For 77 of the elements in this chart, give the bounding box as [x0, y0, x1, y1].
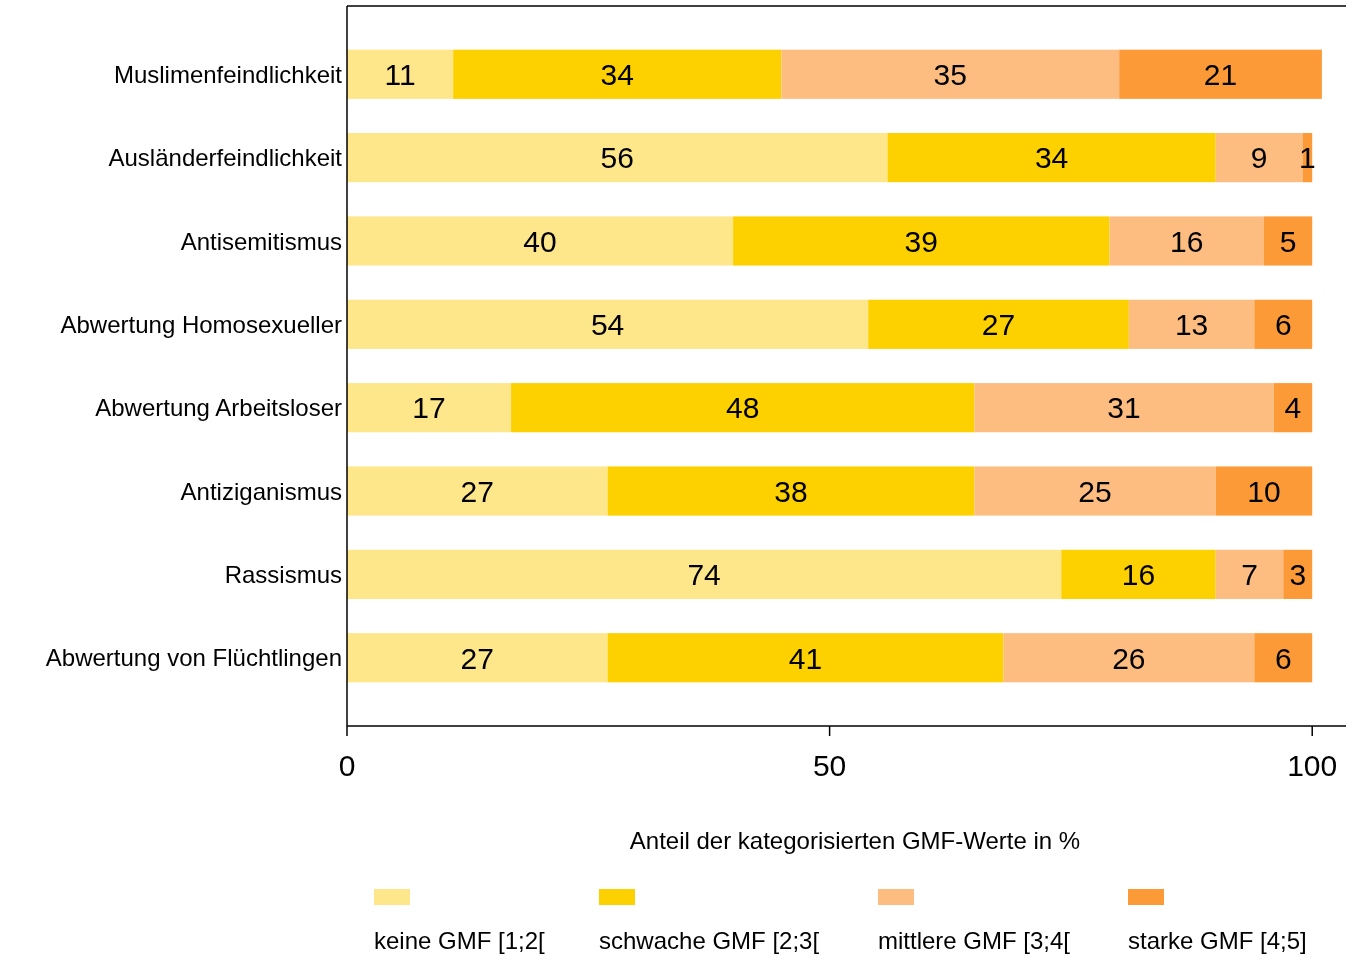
data-label: 34 — [1034, 141, 1069, 175]
data-label: 56 — [600, 141, 634, 175]
data-label: 54 — [590, 308, 625, 342]
data-label: 31 — [1107, 391, 1141, 425]
y-tick-label: Antiziganismus — [180, 477, 342, 505]
data-label: 48 — [726, 391, 760, 425]
bar — [347, 383, 512, 433]
bar — [347, 216, 734, 266]
bar — [1273, 383, 1313, 433]
data-label: 35 — [933, 58, 967, 92]
bar — [347, 133, 888, 183]
data-label: 11 — [384, 58, 416, 92]
data-label: 27 — [981, 308, 1016, 342]
data-label: 21 — [1203, 58, 1238, 92]
bar — [1254, 299, 1313, 349]
data-label: 10 — [1247, 474, 1281, 508]
data-label: 27 — [460, 474, 494, 508]
data-label: 4 — [1284, 391, 1302, 425]
bar — [974, 383, 1274, 433]
bar — [607, 633, 1004, 683]
bar — [453, 49, 782, 99]
bar — [733, 216, 1110, 266]
bar — [1215, 466, 1313, 516]
data-label: 25 — [1078, 474, 1112, 508]
y-tick-label: Abwertung Homosexueller — [60, 310, 342, 338]
bar — [607, 466, 975, 516]
x-tick-label: 50 — [812, 749, 847, 782]
y-tick-label: Abwertung von Flüchtlingen — [45, 644, 342, 672]
data-label: 38 — [774, 474, 808, 508]
bar — [511, 383, 975, 433]
x-tick-label: 100 — [1287, 749, 1338, 782]
bar — [974, 466, 1216, 516]
x-tick-label: 0 — [338, 749, 356, 782]
bar — [1215, 549, 1284, 599]
legend-label: mittlere GMF [3;4[ — [878, 927, 1071, 954]
data-label: 39 — [904, 224, 938, 258]
y-tick-label: Abwertung Arbeitsloser — [95, 394, 343, 422]
bar — [1003, 633, 1255, 683]
bar — [1119, 49, 1322, 99]
bar — [347, 633, 608, 683]
legend-label: keine GMF [1;2[ — [374, 927, 546, 954]
bar — [1263, 216, 1313, 266]
data-label: 27 — [460, 641, 494, 675]
x-axis-title: Anteil der kategorisierten GMF-Werte in % — [629, 827, 1081, 854]
y-tick-label: Ausländerfeindlichkeit — [108, 144, 343, 172]
data-label: 7 — [1241, 558, 1258, 592]
data-label: 3 — [1289, 558, 1307, 592]
bar — [1254, 633, 1313, 683]
bar — [347, 299, 869, 349]
data-label: 34 — [600, 58, 634, 92]
y-tick-label: Antisemitismus — [180, 227, 342, 255]
data-label: 13 — [1174, 308, 1209, 342]
bar — [868, 299, 1129, 349]
data-label: 40 — [523, 224, 557, 258]
bar — [347, 466, 608, 516]
bar — [1109, 216, 1264, 266]
data-label: 6 — [1274, 641, 1292, 675]
bar — [1128, 299, 1255, 349]
legend-label: starke GMF [4;5] — [1128, 927, 1307, 954]
data-label: 9 — [1250, 141, 1268, 175]
data-label: 26 — [1112, 641, 1146, 675]
bar — [1215, 133, 1303, 183]
data-label: 16 — [1170, 224, 1204, 258]
data-label: 17 — [412, 391, 446, 425]
data-label: 41 — [788, 641, 823, 675]
bar — [1061, 549, 1216, 599]
y-tick-label: Rassismus — [224, 561, 342, 589]
legend-label: schwache GMF [2;3[ — [599, 927, 820, 954]
data-label: 16 — [1121, 558, 1156, 592]
data-label: 5 — [1279, 224, 1297, 258]
bar — [781, 49, 1120, 99]
bar — [347, 549, 1062, 599]
data-label: 6 — [1274, 308, 1292, 342]
data-label: 74 — [687, 558, 721, 592]
bar — [887, 133, 1216, 183]
bar — [347, 49, 454, 99]
y-tick-label: Muslimenfeindlichkeit — [113, 60, 343, 88]
